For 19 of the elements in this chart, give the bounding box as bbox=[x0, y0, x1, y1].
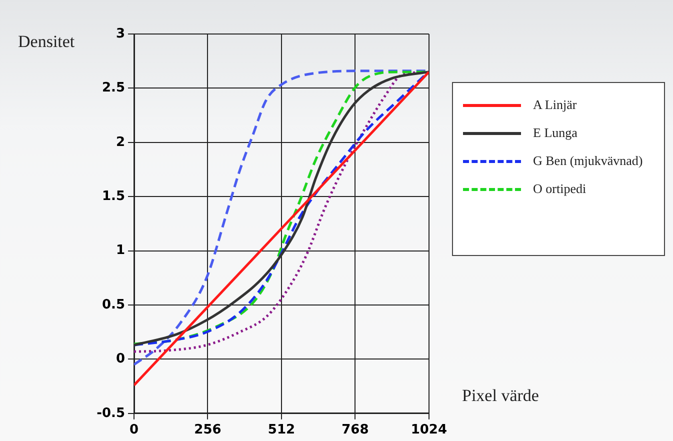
y-tick-label: -0.5 bbox=[96, 406, 125, 421]
y-tick-label: 0 bbox=[116, 352, 125, 367]
x-tick-label: 0 bbox=[129, 422, 139, 438]
y-tick-label: 1 bbox=[116, 243, 125, 258]
y-tick-label: 2 bbox=[116, 134, 125, 150]
x-tick-label: 512 bbox=[268, 422, 296, 438]
x-axis-title: Pixel värde bbox=[462, 386, 539, 406]
y-tick-label: 1.5 bbox=[102, 188, 125, 204]
y-tick-label: 3 bbox=[116, 26, 125, 42]
legend-label: A Linjär bbox=[533, 97, 577, 113]
x-tick-label: 768 bbox=[342, 422, 369, 438]
x-tick-label: 1024 bbox=[410, 422, 448, 438]
y-tick-label: 0.5 bbox=[102, 297, 125, 312]
legend-label: G Ben (mjukvävnad) bbox=[533, 153, 643, 169]
y-tick-label: 2.5 bbox=[102, 80, 125, 96]
x-tick-label: 256 bbox=[194, 422, 222, 438]
y-axis-title: Densitet bbox=[18, 32, 75, 52]
legend-label: O ortipedi bbox=[533, 181, 586, 197]
legend-label: E Lunga bbox=[533, 125, 578, 141]
